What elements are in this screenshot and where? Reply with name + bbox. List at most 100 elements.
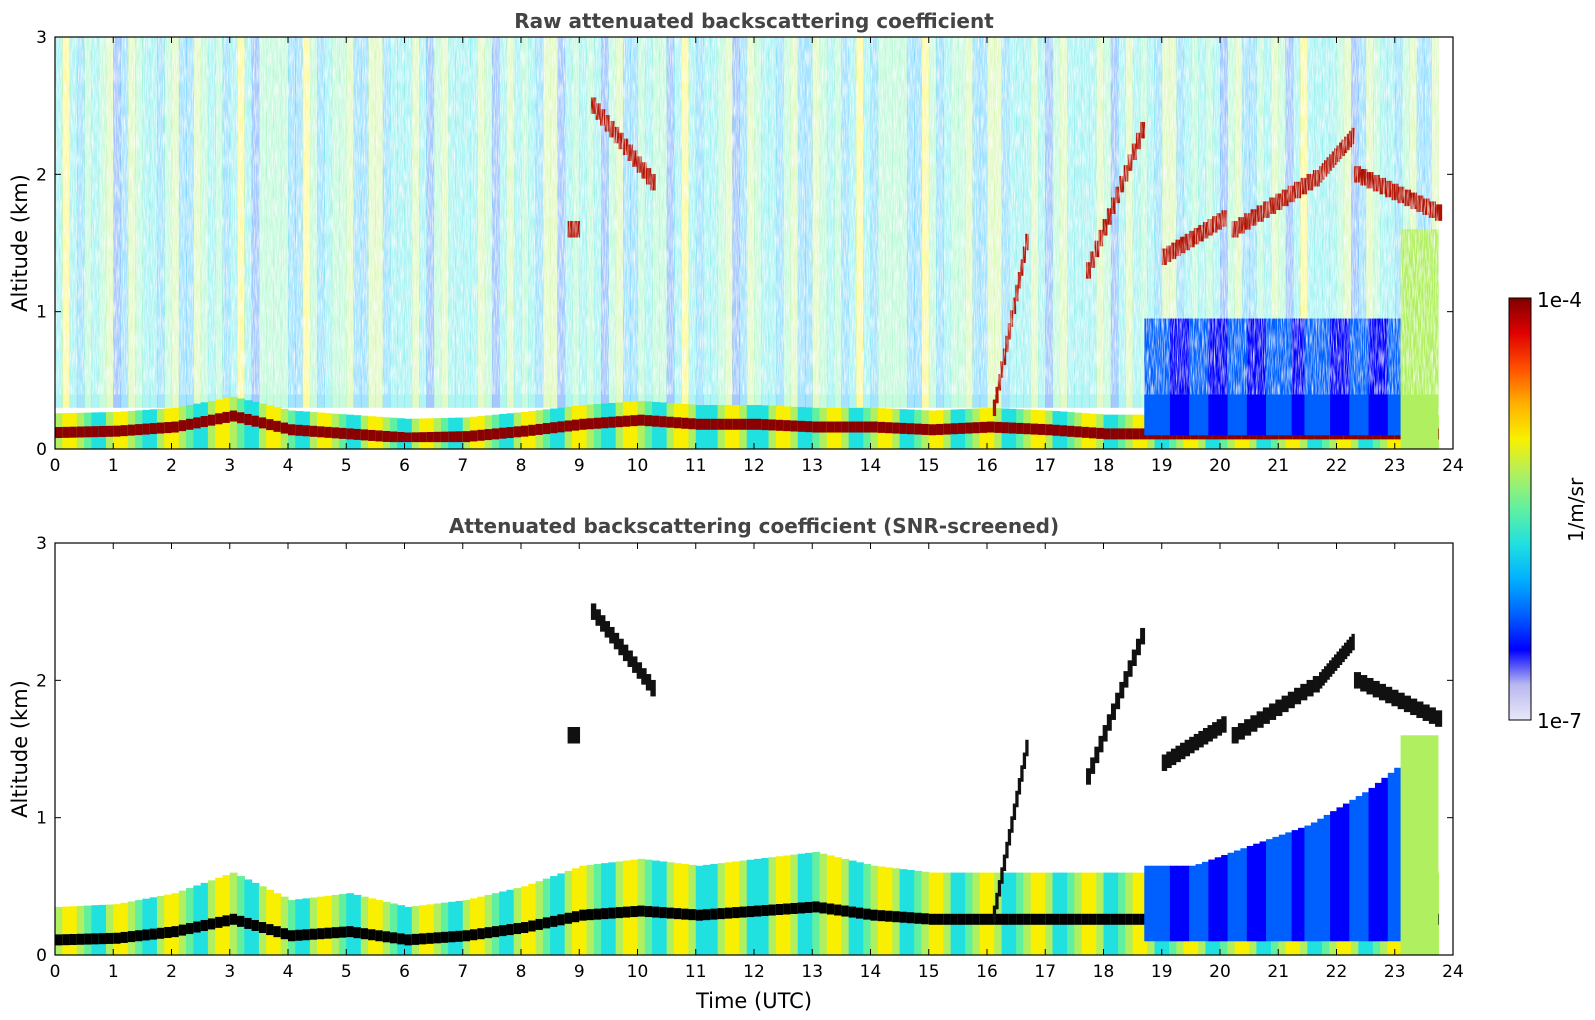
- boundary-layer-cell: [375, 430, 384, 442]
- x-tick-label: 10: [627, 962, 649, 982]
- cloud-cell: [1321, 669, 1325, 686]
- boundary-layer-cell: [1067, 913, 1075, 925]
- aerosol-column: [222, 398, 231, 449]
- colorbar-label: 1/m/sr: [1564, 477, 1588, 542]
- boundary-layer-cell: [317, 928, 326, 940]
- boundary-layer-cell: [499, 427, 508, 439]
- low-signal-cell: [1169, 865, 1177, 942]
- aerosol-column: [411, 906, 420, 955]
- boundary-layer-cell: [848, 421, 857, 433]
- boundary-layer-cell: [899, 911, 908, 923]
- boundary-layer-cell: [419, 432, 427, 443]
- cloud-cell: [573, 727, 576, 744]
- boundary-layer-cell: [411, 933, 420, 945]
- aerosol-column: [91, 905, 100, 955]
- boundary-layer-cell: [331, 427, 340, 439]
- boundary-layer-cell: [375, 930, 384, 942]
- boundary-layer-cell: [1001, 913, 1010, 925]
- aerosol-column: [186, 888, 194, 955]
- y-axis-label-top: Altitude (km): [8, 174, 32, 312]
- y-tick-label: 3: [36, 28, 47, 48]
- boundary-layer-cell: [768, 904, 777, 916]
- boundary-layer-cell: [593, 908, 602, 920]
- boundary-layer-cell: [1118, 428, 1126, 440]
- aerosol-column: [164, 894, 173, 955]
- cloud-cell: [1348, 636, 1353, 654]
- cloud-cell: [1403, 695, 1411, 713]
- cloud-cell: [576, 727, 579, 744]
- low-signal-cell: [1253, 843, 1261, 942]
- cloud-cell: [1351, 633, 1355, 651]
- cloud-cell: [1262, 707, 1270, 724]
- boundary-layer-cell: [914, 423, 923, 435]
- boundary-layer-cell: [841, 421, 850, 433]
- aerosol-column: [258, 886, 267, 955]
- cloud-cell: [1319, 672, 1323, 689]
- aerosol-column: [462, 900, 471, 955]
- boundary-layer-cell: [266, 924, 275, 936]
- aerosol-tail: [1400, 735, 1439, 955]
- low-signal-cell: [1336, 807, 1344, 942]
- boundary-layer-cell: [331, 927, 340, 939]
- x-tick-label: 7: [457, 456, 468, 476]
- cloud-cell: [568, 727, 571, 744]
- boundary-layer-cell: [892, 422, 901, 434]
- aerosol-column: [237, 398, 245, 449]
- boundary-layer-cell: [855, 907, 864, 919]
- boundary-layer-cell: [470, 430, 478, 442]
- aerosol-column: [404, 906, 413, 955]
- aerosol-column: [207, 880, 216, 955]
- cloud-cell: [1180, 742, 1186, 760]
- aerosol-column: [105, 904, 114, 955]
- boundary-layer-cell: [76, 933, 85, 945]
- aerosol-column: [266, 889, 275, 955]
- boundary-layer-cell: [302, 929, 311, 941]
- boundary-layer-cell: [1008, 422, 1017, 434]
- cloud-cell: [1127, 660, 1133, 677]
- boundary-layer-cell: [302, 425, 311, 437]
- low-signal-cell: [1240, 848, 1248, 942]
- aerosol-column: [324, 895, 333, 955]
- boundary-layer-cell: [164, 926, 173, 938]
- x-tick-label: 24: [1442, 456, 1464, 476]
- boundary-layer-cell: [841, 905, 850, 917]
- cloud-cell: [1102, 725, 1108, 742]
- boundary-layer-cell: [156, 927, 165, 939]
- cloud-cell: [1378, 683, 1386, 701]
- low-signal-cell: [1144, 865, 1152, 942]
- aerosol-column: [178, 890, 187, 955]
- boundary-layer-cell: [914, 912, 923, 924]
- boundary-layer-cell: [207, 918, 216, 930]
- boundary-layer-cell: [550, 422, 559, 434]
- x-tick-label: 15: [918, 456, 940, 476]
- cloud-cell: [1256, 711, 1264, 728]
- boundary-layer-cell: [703, 909, 711, 921]
- x-tick-label: 17: [1034, 456, 1056, 476]
- boundary-layer-cell: [885, 910, 893, 922]
- boundary-layer-cell: [411, 432, 420, 443]
- boundary-layer-cell: [746, 418, 755, 430]
- cloud-cell: [1416, 701, 1424, 719]
- aerosol-column: [142, 898, 151, 955]
- boundary-layer-cell: [622, 415, 631, 427]
- aerosol-column: [127, 901, 136, 955]
- boundary-layer-cell: [484, 927, 493, 939]
- boundary-layer-cell: [564, 912, 573, 924]
- boundary-layer-cell: [855, 421, 864, 433]
- boundary-layer-cell: [979, 421, 988, 433]
- low-signal-cell: [1381, 777, 1389, 942]
- boundary-layer-cell: [732, 418, 741, 430]
- boundary-layer-cell: [877, 421, 886, 433]
- cloud-cell: [1212, 722, 1218, 739]
- boundary-layer-cell: [251, 415, 260, 427]
- boundary-layer-cell: [222, 411, 231, 423]
- cloud-cell: [1435, 710, 1443, 727]
- low-signal-cell: [1330, 811, 1338, 942]
- boundary-layer-cell: [834, 421, 842, 433]
- cloud-cell: [609, 626, 615, 644]
- boundary-layer-cell: [615, 416, 624, 428]
- boundary-layer-cell: [215, 413, 224, 425]
- aerosol-column: [397, 905, 406, 955]
- boundary-layer-cell: [630, 906, 639, 918]
- boundary-layer-cell: [368, 429, 376, 441]
